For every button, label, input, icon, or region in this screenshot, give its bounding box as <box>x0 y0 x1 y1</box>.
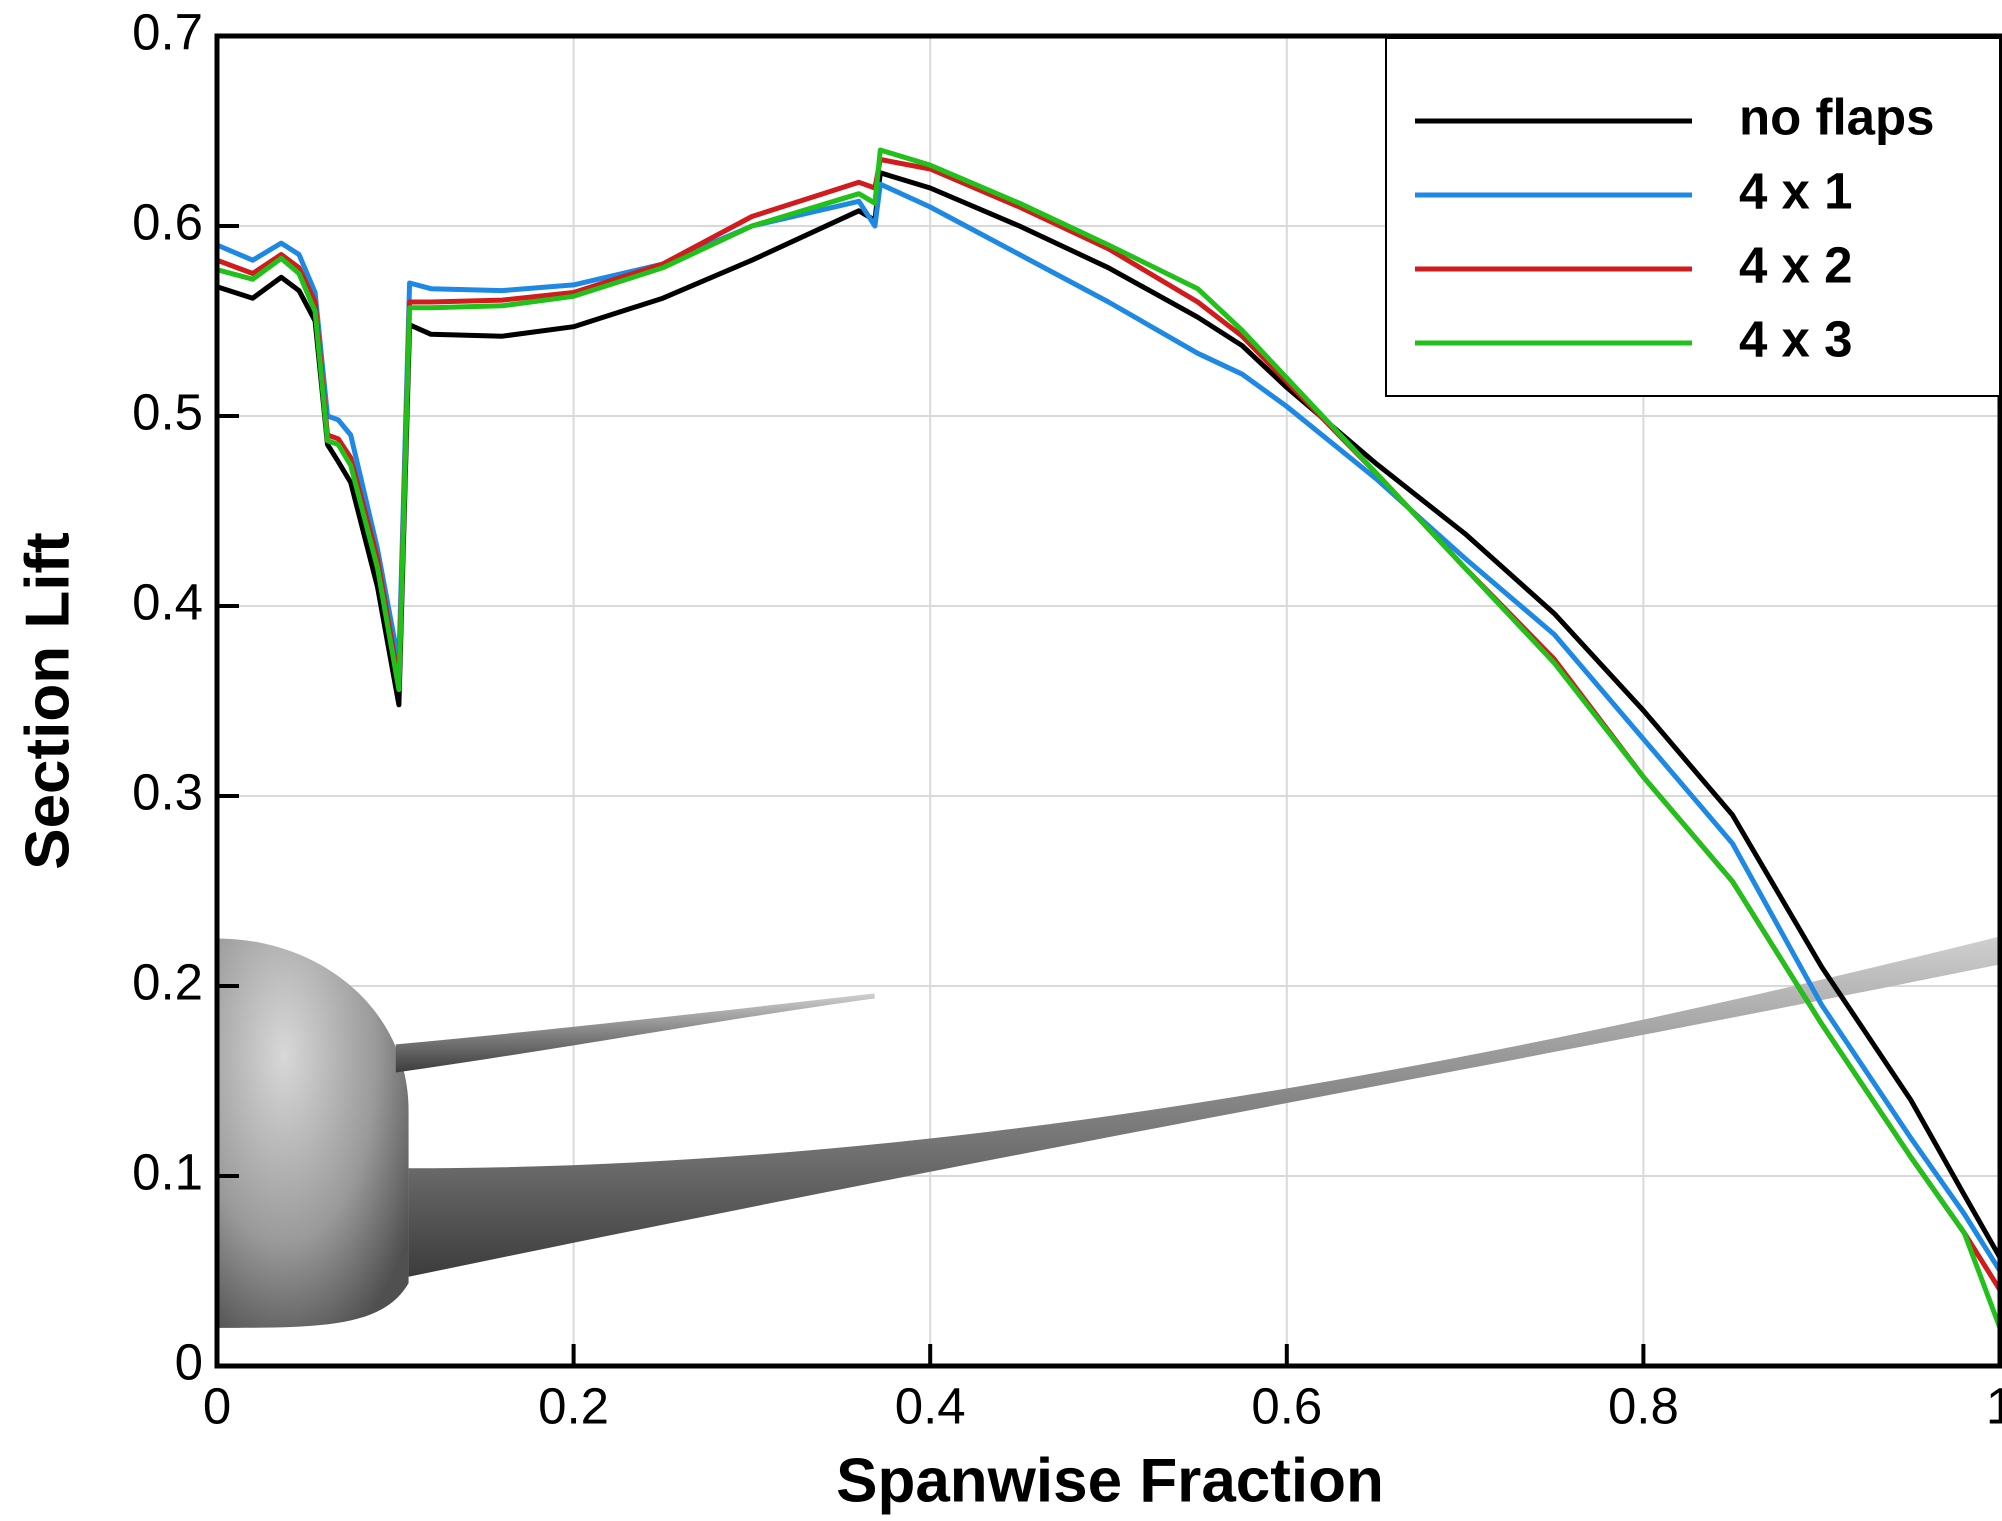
upper-wing <box>395 993 875 1073</box>
y-tick-label: 0.5 <box>132 383 203 440</box>
x-tick-label: 0.8 <box>1608 1377 1679 1434</box>
x-tick-label: 0.6 <box>1251 1377 1322 1434</box>
fuselage <box>217 938 409 1328</box>
y-tick-label: 0.7 <box>132 3 203 60</box>
y-tick-label: 0.1 <box>132 1143 203 1200</box>
y-tick-label: 0.4 <box>132 573 203 630</box>
x-tick-label: 0 <box>203 1377 231 1434</box>
series-line <box>216 147 2002 1329</box>
x-tick-label: 0.4 <box>895 1377 966 1434</box>
legend-label: 4 x 3 <box>1739 310 1852 367</box>
wing-geometry <box>217 935 2002 1328</box>
y-tick-label: 0 <box>175 1333 203 1390</box>
y-tick-label: 0.6 <box>132 193 203 250</box>
series-line <box>216 181 2002 1273</box>
x-tick-label: 1 <box>1986 1377 2002 1434</box>
y-axis-title: Section Lift <box>13 532 82 870</box>
x-tick-label: 0.2 <box>538 1377 609 1434</box>
legend: no flaps 4 x 1 4 x 2 4 x 3 <box>1385 37 2001 397</box>
legend-box <box>1385 37 2001 397</box>
y-tick-label: 0.2 <box>132 953 203 1010</box>
plot-layer: 0 0.1 0.2 0.3 0.4 0.5 0.6 0.7 0 0.2 0.4 0.6 0.8 1 no f… <box>132 3 2002 1434</box>
y-tick-label: 0.3 <box>132 763 203 820</box>
legend-label: 4 x 2 <box>1739 236 1852 293</box>
legend-label: no flaps <box>1739 88 1935 145</box>
lower-wing <box>408 935 2002 1277</box>
plot-frame <box>214 33 2002 1369</box>
legend-label: 4 x 1 <box>1739 162 1852 219</box>
x-axis-title: Spanwise Fraction <box>836 1446 1384 1515</box>
